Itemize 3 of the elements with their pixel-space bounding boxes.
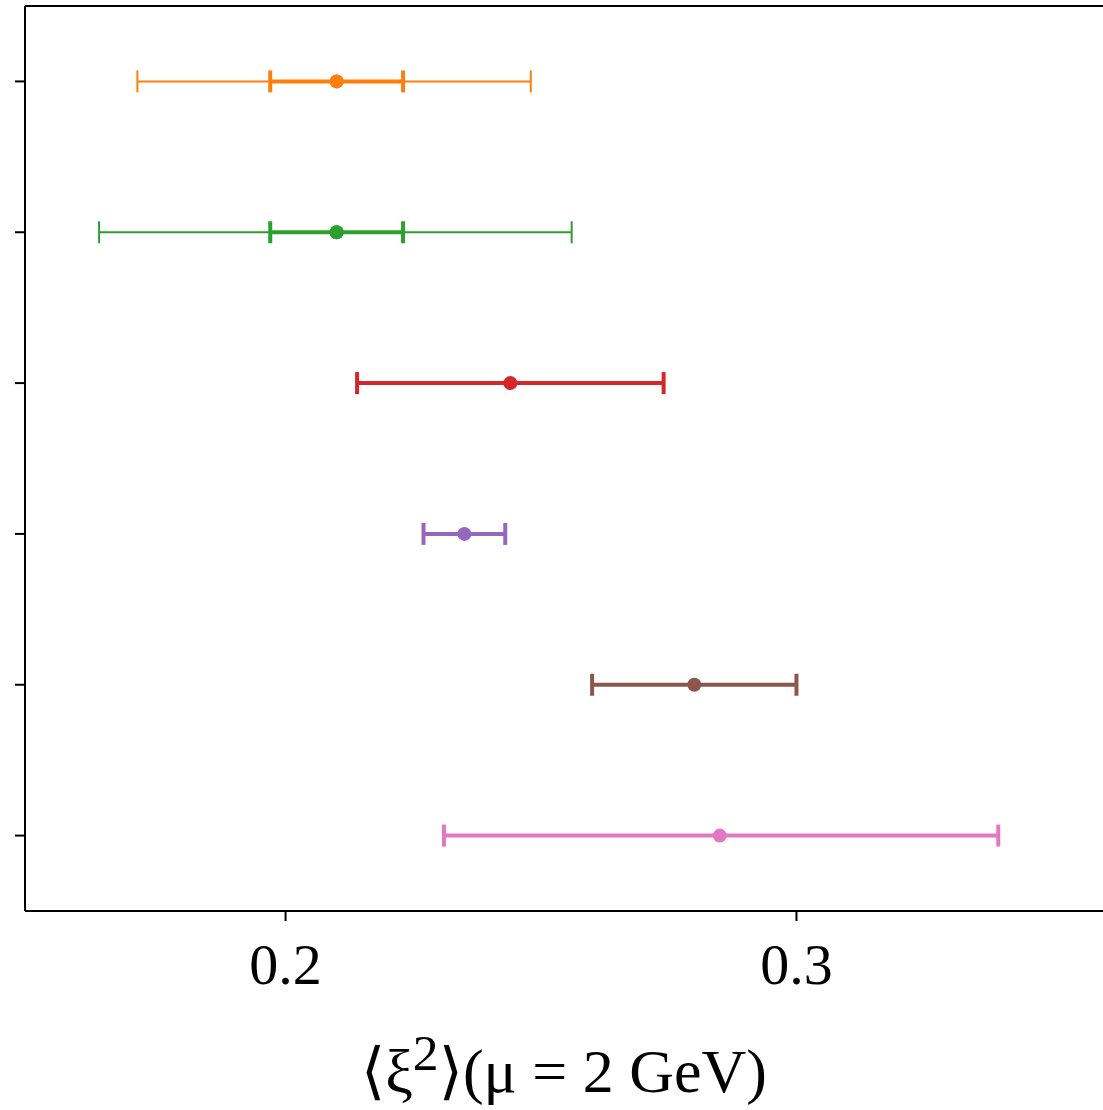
x-tick-label: 0.2 — [249, 932, 322, 998]
x-tick-label: 0.3 — [760, 932, 833, 998]
x-axis-title: ⟨ξ$^{2}$⟩(μ = 2 GeV) — [360, 1023, 768, 1107]
